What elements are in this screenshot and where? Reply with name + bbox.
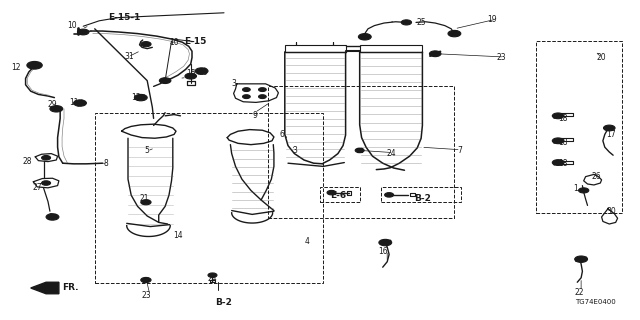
Text: 15: 15 xyxy=(186,69,196,78)
Circle shape xyxy=(327,190,336,195)
Text: 28: 28 xyxy=(22,157,31,166)
Bar xyxy=(95,113,323,283)
Circle shape xyxy=(141,42,151,47)
Bar xyxy=(381,187,461,202)
Circle shape xyxy=(243,95,250,99)
Circle shape xyxy=(355,148,364,153)
Circle shape xyxy=(195,68,208,74)
Text: B-2: B-2 xyxy=(216,298,232,307)
Text: FR.: FR. xyxy=(62,284,79,292)
Circle shape xyxy=(552,160,564,165)
Text: 7: 7 xyxy=(457,146,462,155)
Circle shape xyxy=(579,188,589,193)
Circle shape xyxy=(74,100,86,106)
Text: 18: 18 xyxy=(559,138,568,147)
Text: 27: 27 xyxy=(32,183,42,192)
Circle shape xyxy=(50,106,63,112)
Circle shape xyxy=(604,125,615,131)
Circle shape xyxy=(448,30,461,37)
Text: 17: 17 xyxy=(606,130,616,139)
Text: 11: 11 xyxy=(69,98,78,107)
Circle shape xyxy=(552,138,564,144)
Bar xyxy=(536,41,622,213)
Text: 20: 20 xyxy=(596,53,607,62)
Circle shape xyxy=(358,34,371,40)
Text: 18: 18 xyxy=(559,159,568,168)
Circle shape xyxy=(259,95,266,99)
Circle shape xyxy=(134,94,147,101)
Circle shape xyxy=(77,29,89,35)
Text: 16: 16 xyxy=(378,247,388,256)
Text: 1: 1 xyxy=(573,184,579,193)
Circle shape xyxy=(575,256,588,262)
Text: 3: 3 xyxy=(231,79,236,88)
Circle shape xyxy=(141,277,151,283)
Text: 4: 4 xyxy=(305,237,310,246)
Text: E-15: E-15 xyxy=(184,37,206,46)
Text: 24: 24 xyxy=(387,149,397,158)
Text: 29: 29 xyxy=(47,100,58,109)
Polygon shape xyxy=(31,282,59,294)
Circle shape xyxy=(185,73,196,79)
Bar xyxy=(360,45,422,52)
Circle shape xyxy=(243,88,250,92)
Circle shape xyxy=(42,181,51,185)
Text: 10: 10 xyxy=(169,38,179,47)
Circle shape xyxy=(54,108,59,110)
Text: 5: 5 xyxy=(145,146,150,155)
Circle shape xyxy=(42,156,51,160)
Text: 14: 14 xyxy=(173,231,183,240)
Text: B-2: B-2 xyxy=(414,194,431,203)
Text: 13: 13 xyxy=(131,93,141,102)
Circle shape xyxy=(31,64,38,67)
Circle shape xyxy=(385,193,394,197)
Circle shape xyxy=(46,214,59,220)
Text: 8: 8 xyxy=(103,159,108,168)
Text: 26: 26 xyxy=(591,172,602,181)
Text: E-6: E-6 xyxy=(330,191,346,200)
Bar xyxy=(320,187,360,202)
Circle shape xyxy=(27,61,42,69)
Text: 21: 21 xyxy=(140,194,148,203)
Text: 18: 18 xyxy=(559,114,568,123)
Text: 22: 22 xyxy=(575,288,584,297)
Text: 23: 23 xyxy=(141,292,151,300)
Bar xyxy=(285,45,346,52)
Text: 2: 2 xyxy=(49,213,54,222)
Circle shape xyxy=(401,20,412,25)
Circle shape xyxy=(208,273,217,277)
Text: 25: 25 xyxy=(416,18,426,27)
Text: 24: 24 xyxy=(207,274,218,283)
Text: E-15-1: E-15-1 xyxy=(109,13,141,22)
Text: TG74E0400: TG74E0400 xyxy=(575,300,616,305)
Text: 6: 6 xyxy=(279,130,284,139)
Text: 12: 12 xyxy=(12,63,20,72)
Text: 19: 19 xyxy=(486,15,497,24)
Circle shape xyxy=(429,51,441,57)
Text: 9: 9 xyxy=(252,111,257,120)
Circle shape xyxy=(141,200,151,205)
Circle shape xyxy=(259,88,266,92)
Circle shape xyxy=(552,113,564,119)
Text: 31: 31 xyxy=(124,52,134,61)
Bar xyxy=(268,86,454,218)
Circle shape xyxy=(379,239,392,246)
Text: 23: 23 xyxy=(496,53,506,62)
Text: 10: 10 xyxy=(67,21,77,30)
Circle shape xyxy=(159,78,171,84)
Text: 30: 30 xyxy=(606,207,616,216)
Text: 3: 3 xyxy=(292,146,297,155)
Text: 25: 25 xyxy=(198,68,208,76)
